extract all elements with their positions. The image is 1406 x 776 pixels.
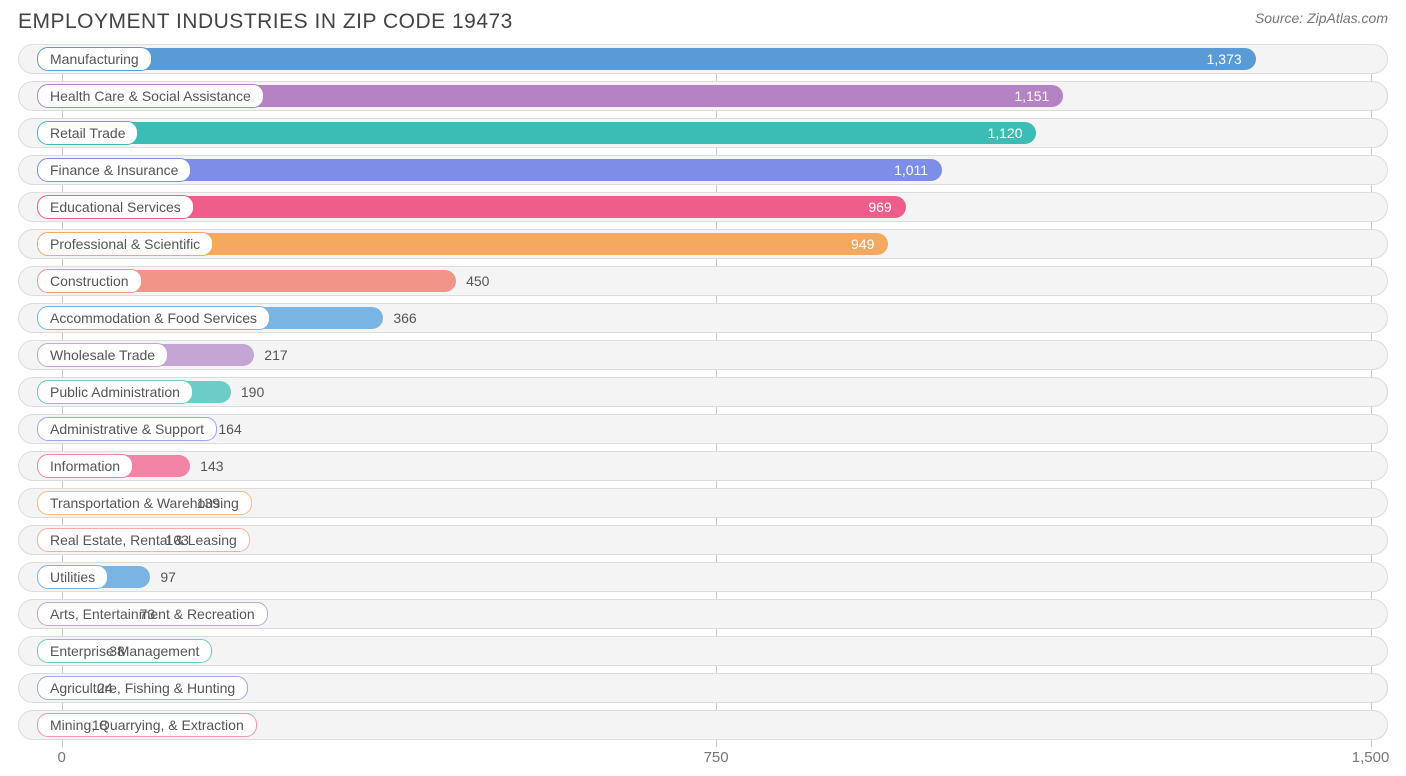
bar-value: 24 bbox=[87, 680, 113, 696]
bar-label: Accommodation & Food Services bbox=[37, 306, 270, 330]
bar-label: Administrative & Support bbox=[37, 417, 217, 441]
x-tick: 0 bbox=[57, 749, 65, 766]
x-tick: 1,500 bbox=[1352, 749, 1390, 766]
bar-track: Mining, Quarrying, & Extraction18 bbox=[23, 714, 1383, 736]
bar-label: Educational Services bbox=[37, 195, 194, 219]
bar-track: Construction 450 bbox=[23, 270, 1383, 292]
bar-label: Mining, Quarrying, & Extraction bbox=[37, 713, 257, 737]
bar-track: Retail Trade 1,120 bbox=[23, 122, 1383, 144]
bar-track: Transportation & Warehousing139 bbox=[23, 492, 1383, 514]
bar-value: 190 bbox=[231, 384, 264, 400]
bar bbox=[66, 122, 1036, 144]
source-name: ZipAtlas.com bbox=[1307, 10, 1388, 26]
bar-row: Accommodation & Food Services 366 bbox=[18, 303, 1388, 333]
bar-track: Enterprise Management38 bbox=[23, 640, 1383, 662]
bar-row: Transportation & Warehousing139 bbox=[18, 488, 1388, 518]
bar-row: Enterprise Management38 bbox=[18, 636, 1388, 666]
x-tick: 750 bbox=[704, 749, 729, 766]
bar-value: 366 bbox=[383, 310, 416, 326]
bar-value: 139 bbox=[187, 495, 220, 511]
chart-source: Source: ZipAtlas.com bbox=[1255, 10, 1388, 26]
bar-row: Manufacturing 1,373 bbox=[18, 44, 1388, 74]
bar-track: Administrative & Support164 bbox=[23, 418, 1383, 440]
bar-track: Professional & Scientific 949 bbox=[23, 233, 1383, 255]
bar-value: 164 bbox=[208, 421, 241, 437]
bar-value: 18 bbox=[82, 717, 108, 733]
bar-row: Mining, Quarrying, & Extraction18 bbox=[18, 710, 1388, 740]
bar-track: Agriculture, Fishing & Hunting24 bbox=[23, 677, 1383, 699]
bar-label: Real Estate, Rental & Leasing bbox=[37, 528, 250, 552]
bar-value: 217 bbox=[254, 347, 287, 363]
bar-value: 143 bbox=[190, 458, 223, 474]
bar-row: Administrative & Support164 bbox=[18, 414, 1388, 444]
bar-track: Arts, Entertainment & Recreation73 bbox=[23, 603, 1383, 625]
bar-label: Utilities bbox=[37, 565, 108, 589]
bar-row: Wholesale Trade 217 bbox=[18, 340, 1388, 370]
bar-label: Wholesale Trade bbox=[37, 343, 168, 367]
bar-row: Finance & Insurance 1,011 bbox=[18, 155, 1388, 185]
bar-label: Public Administration bbox=[37, 380, 193, 404]
bar-label: Finance & Insurance bbox=[37, 158, 191, 182]
source-prefix: Source: bbox=[1255, 10, 1307, 26]
bar-value: 1,373 bbox=[1207, 51, 1256, 67]
bars-wrapper: Manufacturing 1,373 Health Care & Social A… bbox=[18, 44, 1388, 740]
chart-area: Manufacturing 1,373 Health Care & Social A… bbox=[18, 44, 1388, 775]
bar-value: 1,120 bbox=[987, 125, 1036, 141]
bar-row: Real Estate, Rental & Leasing103 bbox=[18, 525, 1388, 555]
bar-value: 1,011 bbox=[894, 162, 942, 178]
bar-row: Agriculture, Fishing & Hunting24 bbox=[18, 673, 1388, 703]
chart-header: EMPLOYMENT INDUSTRIES IN ZIP CODE 19473 … bbox=[18, 10, 1388, 34]
bar-row: Arts, Entertainment & Recreation73 bbox=[18, 599, 1388, 629]
bar-label: Health Care & Social Assistance bbox=[37, 84, 264, 108]
bar-value: 103 bbox=[156, 532, 189, 548]
bar-row: Educational Services 969 bbox=[18, 192, 1388, 222]
bar-value: 97 bbox=[150, 569, 176, 585]
bar-value: 949 bbox=[851, 236, 888, 252]
bar-label: Information bbox=[37, 454, 133, 478]
bar-track: Accommodation & Food Services 366 bbox=[23, 307, 1383, 329]
bar-track: Educational Services 969 bbox=[23, 196, 1383, 218]
bar-label: Agriculture, Fishing & Hunting bbox=[37, 676, 248, 700]
bar-value: 1,151 bbox=[1014, 88, 1063, 104]
bar-label: Manufacturing bbox=[37, 47, 152, 71]
bar bbox=[66, 159, 942, 181]
bar-track: Information 143 bbox=[23, 455, 1383, 477]
bar-track: Public Administration 190 bbox=[23, 381, 1383, 403]
bar-track: Wholesale Trade 217 bbox=[23, 344, 1383, 366]
bar-row: Public Administration 190 bbox=[18, 377, 1388, 407]
bar-track: Utilities 97 bbox=[23, 566, 1383, 588]
chart-container: EMPLOYMENT INDUSTRIES IN ZIP CODE 19473 … bbox=[0, 0, 1406, 776]
bar-row: Retail Trade 1,120 bbox=[18, 118, 1388, 148]
bar-value: 73 bbox=[130, 606, 156, 622]
bar-value: 450 bbox=[456, 273, 489, 289]
bar-row: Professional & Scientific 949 bbox=[18, 229, 1388, 259]
bar-track: Manufacturing 1,373 bbox=[23, 48, 1383, 70]
bar-row: Utilities 97 bbox=[18, 562, 1388, 592]
bar-label: Professional & Scientific bbox=[37, 232, 213, 256]
bar-row: Information 143 bbox=[18, 451, 1388, 481]
bar bbox=[66, 48, 1255, 70]
bar-track: Real Estate, Rental & Leasing103 bbox=[23, 529, 1383, 551]
bar-track: Finance & Insurance 1,011 bbox=[23, 159, 1383, 181]
bar-value: 38 bbox=[99, 643, 125, 659]
bar-label: Retail Trade bbox=[37, 121, 138, 145]
bar-row: Construction 450 bbox=[18, 266, 1388, 296]
chart-title: EMPLOYMENT INDUSTRIES IN ZIP CODE 19473 bbox=[18, 10, 513, 34]
bar-row: Health Care & Social Assistance 1,151 bbox=[18, 81, 1388, 111]
bar-value: 969 bbox=[868, 199, 905, 215]
bar-track: Health Care & Social Assistance 1,151 bbox=[23, 85, 1383, 107]
x-axis: 0 750 1,500 bbox=[18, 747, 1388, 775]
bar-label: Construction bbox=[37, 269, 142, 293]
